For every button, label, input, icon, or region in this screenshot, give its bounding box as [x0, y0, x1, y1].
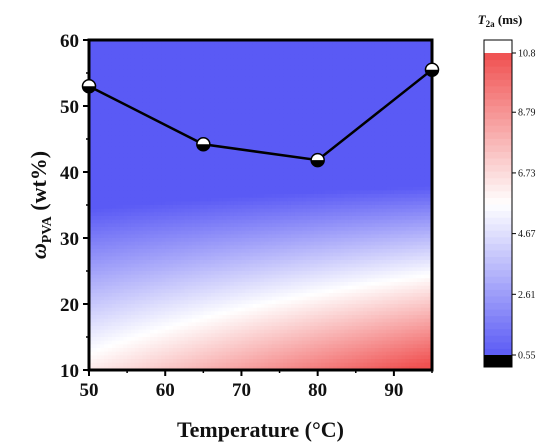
data-point: [424, 62, 440, 77]
colorbar-band: [484, 197, 512, 205]
colorbar-title-subscript: 2a: [486, 19, 496, 29]
x-axis: 50 60 70 80 90: [80, 370, 433, 401]
colorbar-band: [484, 315, 512, 323]
colorbar-band: [484, 263, 512, 271]
colorbar-band: [484, 190, 512, 198]
heatmap-field: [89, 40, 432, 370]
colorbar-band: [484, 98, 512, 107]
colorbar-band: [484, 118, 512, 126]
colorbar-title: T2a (ms): [478, 12, 523, 29]
x-tick-label: 60: [156, 380, 175, 401]
x-tick-label: 50: [80, 380, 99, 401]
colorbar-band: [484, 217, 512, 225]
y-tick-label: 40: [60, 163, 79, 184]
x-axis-label: Temperature (°C): [177, 417, 344, 442]
colorbar-band: [484, 243, 512, 251]
colorbar-band: [484, 164, 512, 172]
colorbar-band: [484, 348, 512, 356]
colorbar-tick-label: 2.61: [518, 290, 536, 301]
colorbar-band: [484, 171, 512, 179]
colorbar-tick-label: 0.55: [518, 351, 536, 362]
series-line: [81, 62, 440, 168]
y-tick-label: 60: [60, 31, 79, 52]
colorbar-band: [484, 138, 512, 146]
colorbar-over-cap: [484, 40, 512, 53]
colorbar-band: [484, 151, 512, 159]
colorbar-band: [484, 302, 512, 310]
colorbar-band: [484, 322, 512, 330]
y-axis-label-subscript: PVA: [40, 215, 55, 243]
colorbar-band: [484, 204, 512, 212]
colorbar-band: [484, 72, 512, 80]
colorbar-band: [484, 177, 512, 185]
colorbar-band: [484, 249, 512, 258]
colorbar-band: [484, 289, 512, 297]
y-axis: 10 20 30 40 50 60: [60, 31, 89, 382]
colorbar-band: [484, 276, 512, 284]
colorbar-tick-label: 8.79: [518, 108, 536, 119]
colorbar: 0.55 2.61 4.67 6.73 8.79 10.8: [483, 39, 536, 368]
y-tick-label: 50: [60, 97, 79, 118]
colorbar-tick-label: 10.8: [518, 49, 536, 60]
data-point: [81, 78, 97, 94]
y-axis-label-symbol: ω: [26, 243, 51, 259]
colorbar-band: [484, 295, 512, 303]
y-tick-label: 20: [60, 295, 79, 316]
colorbar-tick-label: 6.73: [518, 168, 536, 179]
data-point: [310, 152, 325, 168]
colorbar-band: [484, 105, 512, 113]
colorbar-band: [484, 269, 512, 277]
colorbar-band: [484, 66, 512, 74]
y-axis-label-unit: (wt%): [26, 151, 51, 216]
y-tick-label: 30: [60, 229, 79, 250]
colorbar-title-symbol: T: [478, 12, 487, 27]
colorbar-band: [484, 210, 512, 218]
colorbar-band: [484, 79, 512, 87]
colorbar-band: [484, 236, 512, 244]
colorbar-title-unit: (ms): [495, 12, 523, 27]
data-point: [196, 137, 211, 152]
colorbar-band: [484, 223, 512, 231]
colorbar-band: [484, 328, 512, 336]
colorbar-frame: [483, 39, 513, 368]
colorbar-band: [484, 92, 512, 100]
x-tick-label: 70: [232, 380, 251, 401]
colorbar-band: [484, 282, 512, 290]
colorbar-band: [484, 341, 512, 349]
y-axis-label: ωPVA (wt%): [26, 151, 55, 259]
colorbar-band: [484, 335, 512, 343]
colorbar-band: [484, 131, 512, 139]
colorbar-band: [484, 309, 512, 317]
colorbar-band: [484, 112, 512, 120]
colorbar-under-cap: [484, 355, 512, 367]
colorbar-band: [484, 230, 512, 238]
colorbar-tick-label: 4.67: [518, 229, 536, 240]
x-tick-label: 90: [384, 380, 403, 401]
x-tick-label: 80: [308, 380, 327, 401]
series-path: [88, 68, 433, 162]
colorbar-band: [484, 158, 512, 166]
colorbar-band: [484, 125, 512, 133]
colorbar-band: [484, 184, 512, 192]
y-tick-label: 10: [60, 361, 79, 382]
colorbar-band: [484, 144, 512, 152]
colorbar-band: [484, 85, 512, 93]
colorbar-band: [484, 59, 512, 67]
colorbar-band: [484, 256, 512, 264]
colorbar-band: [484, 53, 512, 61]
